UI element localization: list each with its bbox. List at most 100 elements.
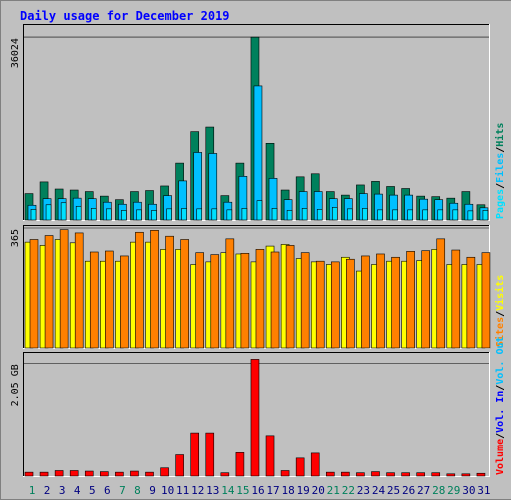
x-tick-label-day-28: 28: [432, 484, 445, 497]
bar-volume-day-20: [310, 452, 320, 477]
x-tick-label-day-14: 14: [221, 484, 235, 497]
x-tick-label-day-6: 6: [104, 484, 111, 497]
x-tick-label-day-4: 4: [74, 484, 81, 497]
bar-pages-day-31: [482, 210, 489, 221]
bar-volume-day-16: [250, 359, 260, 477]
legend-visits-sites: Sites/Visits: [494, 275, 506, 347]
bar-sites-day-8: [135, 231, 144, 349]
bar-volume-day-7: [115, 471, 124, 477]
bar-volume-day-13: [205, 432, 215, 477]
bar-sites-day-22: [346, 258, 355, 349]
x-tick-label-day-2: 2: [44, 484, 51, 497]
x-tick-label-day-22: 22: [342, 484, 355, 497]
bar-pages-day-16: [256, 200, 263, 221]
legend-entry-vol-out: Vol. Out: [495, 336, 506, 384]
bar-volume-day-19: [295, 457, 305, 477]
bar-sites-day-4: [74, 232, 84, 349]
x-tick-label-day-13: 13: [206, 484, 219, 497]
bar-sites-day-28: [436, 238, 446, 349]
bar-volume-day-23: [356, 472, 365, 477]
bar-pages-day-24: [377, 209, 383, 221]
bar-volume-day-27: [416, 472, 425, 477]
legend-entry-volume: Volume: [495, 439, 506, 475]
x-tick-label-day-26: 26: [402, 484, 415, 497]
bar-sites-day-7: [120, 255, 129, 349]
bar-volume-day-28: [431, 472, 441, 477]
x-tick-label-day-27: 27: [417, 484, 430, 497]
bar-volume-day-11: [175, 454, 184, 477]
bar-volume-day-5: [84, 470, 94, 477]
legend-entry-hits: Hits: [494, 123, 506, 147]
bar-sites-day-31: [481, 252, 491, 349]
bar-pages-day-21: [331, 207, 338, 221]
bar-files-day-16: [253, 85, 263, 221]
bar-volume-day-4: [69, 470, 79, 477]
y-tick-label-hits-files-pages: 36024: [10, 38, 21, 68]
x-tick-label-day-9: 9: [149, 484, 156, 497]
bar-sites-day-24: [376, 253, 385, 349]
x-tick-label-day-3: 3: [59, 484, 66, 497]
legend-separator: /: [495, 311, 506, 317]
bar-volume-day-2: [39, 471, 49, 477]
bar-volume-day-6: [100, 471, 109, 477]
x-tick-label-day-21: 21: [327, 484, 340, 497]
bar-pages-day-10: [166, 208, 172, 221]
x-tick-label-day-15: 15: [236, 484, 249, 497]
x-tick-label-day-5: 5: [89, 484, 96, 497]
bar-pages-day-9: [151, 210, 157, 221]
bar-volume-day-22: [341, 471, 350, 477]
bar-volume-day-30: [461, 473, 471, 477]
legend-separator: /: [495, 183, 506, 189]
bar-sites-day-3: [59, 229, 69, 349]
bar-sites-day-11: [180, 239, 189, 349]
bar-sites-day-20: [315, 260, 325, 349]
bar-sites-day-15: [240, 253, 250, 349]
bar-sites-day-2: [44, 235, 54, 349]
legend-volume: Volume/Vol. In/Vol. Out: [495, 336, 506, 475]
bar-sites-day-23: [361, 255, 370, 349]
bar-sites-day-6: [105, 250, 114, 349]
bar-volume-day-14: [220, 472, 230, 477]
x-tick-label-day-20: 20: [312, 484, 325, 497]
legend-separator: /: [495, 147, 506, 153]
bar-pages-day-19: [301, 208, 308, 221]
x-tick-label-day-19: 19: [297, 484, 310, 497]
bar-pages-day-23: [362, 208, 368, 221]
bar-volume-day-17: [265, 435, 275, 477]
bar-pages-day-2: [45, 204, 52, 221]
x-tick-label-day-10: 10: [161, 484, 174, 497]
bar-sites-day-19: [300, 252, 310, 349]
bar-volume-day-12: [190, 432, 200, 477]
bar-volume-day-10: [160, 467, 169, 477]
x-tick-label-day-1: 1: [29, 484, 36, 497]
x-tick-label-day-17: 17: [266, 484, 279, 497]
x-tick-label-day-12: 12: [191, 484, 204, 497]
bar-pages-day-30: [467, 210, 474, 221]
x-tick-label-day-29: 29: [447, 484, 460, 497]
x-tick-label-day-24: 24: [372, 484, 386, 497]
bar-sites-day-9: [150, 230, 159, 349]
bar-volume-day-21: [325, 471, 335, 477]
bar-pages-day-17: [271, 208, 278, 221]
bar-pages-day-28: [437, 209, 444, 221]
bar-pages-day-18: [286, 210, 293, 221]
bar-pages-day-6: [106, 208, 112, 221]
x-tick-label-day-8: 8: [134, 484, 141, 497]
legend-entry-vol-in: Vol. In: [495, 391, 506, 433]
bar-sites-day-26: [406, 251, 415, 349]
bar-pages-day-5: [90, 208, 97, 221]
bar-volume-day-1: [24, 471, 34, 477]
legend-separator: /: [495, 385, 506, 391]
legend-entry-sites: Sites: [494, 317, 506, 347]
x-tick-label-day-25: 25: [387, 484, 400, 497]
bar-sites-day-25: [391, 256, 400, 349]
bar-sites-day-17: [270, 251, 280, 349]
bar-sites-day-14: [225, 238, 235, 349]
bar-sites-day-12: [195, 252, 205, 349]
bar-volume-day-26: [401, 472, 410, 477]
bar-pages-day-29: [452, 209, 459, 221]
bar-sites-day-13: [210, 254, 220, 349]
bar-volume-day-24: [371, 471, 380, 477]
bar-pages-day-1: [30, 209, 37, 221]
